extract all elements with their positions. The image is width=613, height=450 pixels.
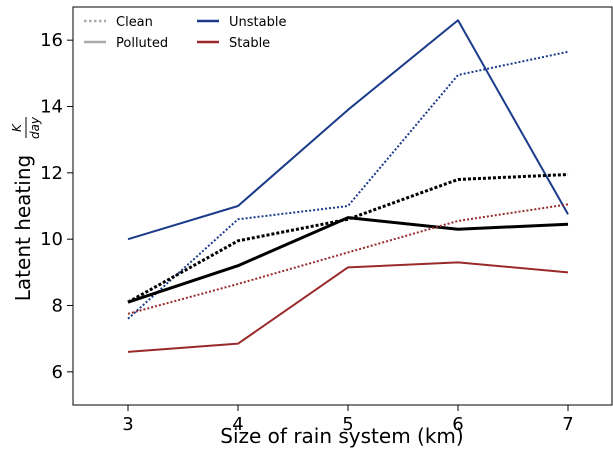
y-tick-label: 10 [40, 229, 63, 250]
series-line-mean-polluted [127, 216, 569, 304]
y-axis-unit-denominator: day [28, 116, 42, 139]
x-axis-label: Size of rain system (km) [220, 424, 463, 448]
legend-label-polluted: Polluted [116, 36, 168, 51]
plot-area-frame [72, 6, 613, 406]
series-layer [127, 19, 569, 353]
x-tick-label: 4 [232, 414, 243, 435]
x-tick-label: 5 [342, 414, 353, 435]
y-tick-label: 16 [40, 30, 63, 51]
series-line-unstable-polluted [127, 19, 569, 241]
y-tick-label: 6 [52, 362, 63, 383]
x-axis-ticks: 3 4 5 6 7 [122, 405, 574, 435]
legend-label-clean: Clean [116, 15, 153, 30]
legend-label-unstable: Unstable [229, 15, 286, 30]
series-line-stable-clean [127, 203, 569, 315]
y-axis-unit-numerator: K [10, 123, 24, 132]
legend: Clean Unstable Polluted Stable [84, 15, 286, 51]
y-tick-label: 8 [52, 296, 63, 317]
legend-label-stable: Stable [229, 36, 270, 51]
y-tick-label: 12 [40, 163, 63, 184]
x-tick-label: 6 [452, 414, 463, 435]
y-axis-ticks: 6 8 10 12 14 16 [40, 30, 73, 383]
x-tick-label: 7 [562, 414, 573, 435]
y-tick-label: 14 [40, 97, 63, 118]
series-line-mean-clean [127, 172, 569, 304]
series-line-stable-polluted [127, 261, 569, 353]
y-axis-label: Latent heating K day [10, 116, 42, 301]
x-tick-label: 3 [122, 414, 133, 435]
y-axis-label-main: Latent heating [11, 155, 35, 301]
